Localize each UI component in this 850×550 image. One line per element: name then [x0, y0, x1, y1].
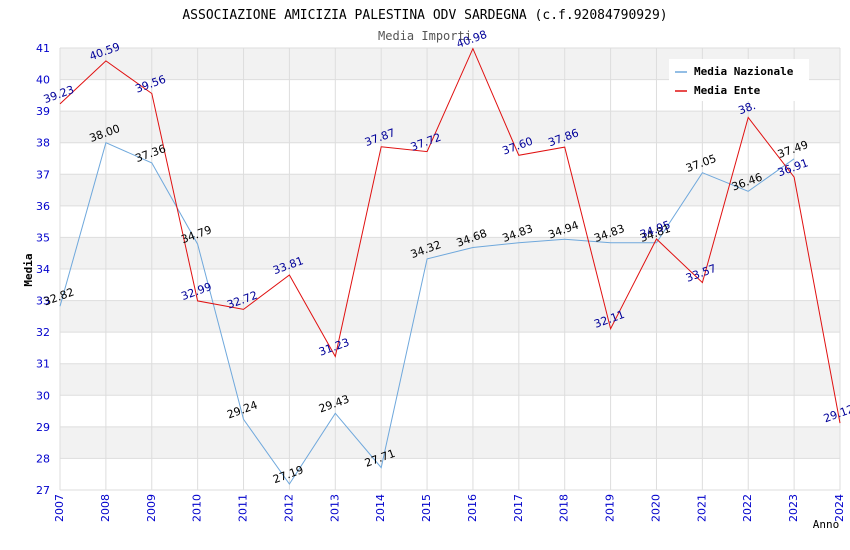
x-tick-label: 2013 [328, 494, 341, 522]
data-label-nazionale: 29.43 [317, 392, 351, 415]
background-bands [60, 48, 840, 459]
legend-box [669, 59, 809, 101]
x-tick-label: 2016 [466, 494, 479, 522]
chart-subtitle: Media Importi [378, 29, 472, 43]
y-tick-label: 32 [36, 326, 50, 339]
x-tick-label: 2014 [374, 494, 387, 522]
x-tick-label: 2023 [787, 494, 800, 522]
y-tick-label: 40 [36, 74, 50, 87]
x-tick-label: 2008 [99, 494, 112, 522]
y-tick-label: 31 [36, 358, 50, 371]
y-axis-ticks: 27 28 29 30 31 32 33 34 35 36 37 38 39 40 41 [36, 42, 50, 497]
x-tick-label: 2015 [420, 494, 433, 522]
x-axis-label: Anno [813, 518, 840, 531]
data-label-ente: 29.12 [822, 402, 850, 425]
x-tick-label: 2021 [695, 494, 708, 522]
series-line-nazionale [59, 142, 795, 485]
y-tick-label: 38 [36, 137, 50, 150]
series-lines [59, 47, 841, 485]
x-tick-label: 2024 [833, 494, 846, 522]
data-label-nazionale: 37.36 [134, 142, 168, 165]
y-tick-label: 36 [36, 200, 50, 213]
y-tick-label: 33 [36, 295, 50, 308]
series-line-ente [59, 47, 841, 424]
legend-label-nazionale: Media Nazionale [694, 65, 794, 78]
x-tick-label: 2019 [604, 494, 617, 522]
legend-label-ente: Media Ente [694, 84, 761, 97]
y-tick-label: 37 [36, 168, 50, 181]
background-band [60, 426, 840, 459]
x-tick-label: 2018 [558, 494, 571, 522]
background-band [60, 111, 840, 143]
x-tick-label: 2022 [741, 494, 754, 522]
data-label-nazionale: 37.05 [684, 152, 718, 175]
y-tick-label: 29 [36, 421, 50, 434]
x-axis-ticks: 2007 2008 2009 2010 2011 2012 2013 2014 2015 2016… [53, 494, 846, 522]
x-tick-label: 2017 [512, 494, 525, 522]
y-tick-label: 41 [36, 42, 50, 55]
y-tick-label: 35 [36, 231, 50, 244]
x-tick-label: 2011 [237, 494, 250, 522]
gridlines [59, 47, 841, 491]
chart-title: ASSOCIAZIONE AMICIZIA PALESTINA ODV SARD… [182, 8, 667, 23]
data-label-ente: 32.99 [179, 280, 213, 303]
x-tick-label: 2009 [145, 494, 158, 522]
x-tick-label: 2012 [282, 494, 295, 522]
y-tick-label: 28 [36, 452, 50, 465]
y-tick-label: 27 [36, 484, 50, 497]
background-band [60, 363, 840, 396]
background-band [60, 174, 840, 206]
legend: Media Nazionale Media Ente [669, 59, 809, 101]
y-axis-label: Media [22, 253, 35, 286]
data-label-nazionale: 29.24 [225, 398, 259, 421]
x-tick-label: 2020 [649, 494, 662, 522]
y-tick-label: 34 [36, 263, 50, 276]
data-label-ente: 38. [737, 99, 758, 117]
y-tick-label: 39 [36, 105, 50, 118]
x-tick-label: 2010 [191, 494, 204, 522]
y-tick-label: 30 [36, 389, 50, 402]
background-band [60, 300, 840, 333]
x-tick-label: 2007 [53, 494, 66, 522]
